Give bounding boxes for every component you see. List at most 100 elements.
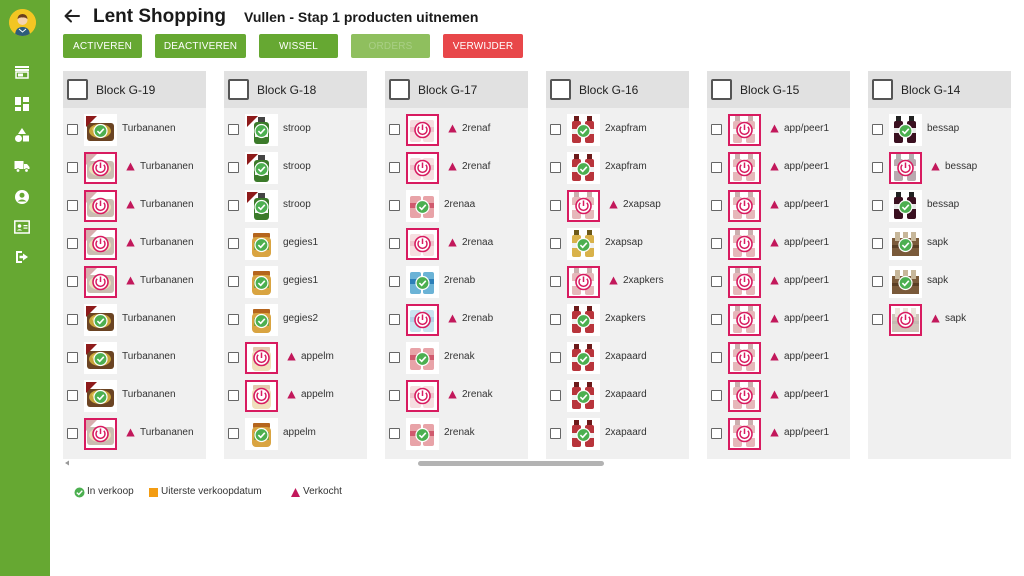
inactive-product-thumbnail[interactable] [567,266,600,298]
row-checkbox[interactable] [67,314,78,325]
product-thumbnail[interactable] [567,228,600,260]
row-checkbox[interactable] [389,428,400,439]
row-checkbox[interactable] [228,238,239,249]
block-select-checkbox[interactable] [550,79,571,100]
product-thumbnail[interactable] [567,114,600,146]
inactive-product-thumbnail[interactable] [406,228,439,260]
product-thumbnail[interactable] [567,342,600,374]
row-checkbox[interactable] [711,162,722,173]
row-checkbox[interactable] [389,390,400,401]
product-row[interactable]: 2renaa [385,226,528,262]
row-checkbox[interactable] [550,238,561,249]
product-row[interactable]: app/peer1 [707,226,850,262]
block-select-checkbox[interactable] [67,79,88,100]
logout-icon[interactable] [14,249,30,265]
product-row[interactable]: app/peer1 [707,112,850,148]
row-checkbox[interactable] [389,314,400,325]
row-checkbox[interactable] [389,162,400,173]
inactive-product-thumbnail[interactable] [728,418,761,450]
row-checkbox[interactable] [872,314,883,325]
product-row[interactable]: 2renaf [385,150,528,186]
product-row[interactable]: 2renaa [385,188,528,224]
product-row[interactable]: 2xapfram [546,112,689,148]
row-checkbox[interactable] [67,124,78,135]
block-select-checkbox[interactable] [389,79,410,100]
product-row[interactable]: gegies1 [224,264,367,300]
product-row[interactable]: Turbananen [63,378,206,414]
product-thumbnail[interactable] [84,380,117,412]
product-thumbnail[interactable] [406,190,439,222]
product-thumbnail[interactable] [245,266,278,298]
product-row[interactable]: Turbananen [63,226,206,262]
product-thumbnail[interactable] [245,190,278,222]
product-row[interactable]: 2renab [385,264,528,300]
product-row[interactable]: appelm [224,340,367,376]
product-thumbnail[interactable] [84,114,117,146]
inactive-product-thumbnail[interactable] [728,342,761,374]
inactive-product-thumbnail[interactable] [245,380,278,412]
back-arrow-icon[interactable] [63,7,81,25]
row-checkbox[interactable] [389,124,400,135]
inactive-product-thumbnail[interactable] [728,304,761,336]
row-checkbox[interactable] [550,428,561,439]
row-checkbox[interactable] [711,238,722,249]
row-checkbox[interactable] [389,200,400,211]
row-checkbox[interactable] [872,238,883,249]
row-checkbox[interactable] [67,162,78,173]
product-row[interactable]: 2xapaard [546,340,689,376]
row-checkbox[interactable] [67,352,78,363]
product-row[interactable]: 2renak [385,340,528,376]
product-row[interactable]: 2renaf [385,112,528,148]
row-checkbox[interactable] [550,162,561,173]
product-row[interactable]: sapk [868,264,1011,300]
product-row[interactable]: stroop [224,112,367,148]
row-checkbox[interactable] [550,314,561,325]
product-row[interactable]: 2renab [385,302,528,338]
row-checkbox[interactable] [550,390,561,401]
product-thumbnail[interactable] [245,114,278,146]
product-thumbnail[interactable] [889,190,922,222]
row-checkbox[interactable] [872,124,883,135]
inactive-product-thumbnail[interactable] [728,114,761,146]
delete-button[interactable]: VERWIJDER [443,34,523,58]
product-row[interactable]: appelm [224,378,367,414]
product-row[interactable]: app/peer1 [707,340,850,376]
product-row[interactable]: 2xapkers [546,302,689,338]
row-checkbox[interactable] [228,428,239,439]
product-thumbnail[interactable] [245,152,278,184]
row-checkbox[interactable] [872,200,883,211]
product-thumbnail[interactable] [889,228,922,260]
row-checkbox[interactable] [711,200,722,211]
contact-card-icon[interactable] [14,219,30,235]
product-thumbnail[interactable] [406,418,439,450]
product-thumbnail[interactable] [245,418,278,450]
account-circle-icon[interactable] [14,189,30,205]
inactive-product-thumbnail[interactable] [84,228,117,260]
product-thumbnail[interactable] [84,342,117,374]
inactive-product-thumbnail[interactable] [728,190,761,222]
inactive-product-thumbnail[interactable] [728,380,761,412]
dashboard-icon[interactable] [14,96,30,112]
block-select-checkbox[interactable] [228,79,249,100]
scroll-left-arrow-icon[interactable] [64,460,70,466]
product-thumbnail[interactable] [567,152,600,184]
product-row[interactable]: 2renak [385,416,528,452]
deactivate-button[interactable]: DEACTIVEREN [155,34,246,58]
product-row[interactable]: bessap [868,150,1011,186]
product-row[interactable]: Turbananen [63,150,206,186]
store-icon[interactable] [14,64,30,80]
row-checkbox[interactable] [389,352,400,363]
product-thumbnail[interactable] [406,342,439,374]
truck-icon[interactable] [14,158,30,174]
row-checkbox[interactable] [228,276,239,287]
inactive-product-thumbnail[interactable] [84,190,117,222]
product-row[interactable]: gegies1 [224,226,367,262]
product-row[interactable]: 2xapaard [546,416,689,452]
product-row[interactable]: Turbananen [63,302,206,338]
product-thumbnail[interactable] [567,380,600,412]
inactive-product-thumbnail[interactable] [406,114,439,146]
row-checkbox[interactable] [389,238,400,249]
block-select-checkbox[interactable] [711,79,732,100]
product-row[interactable]: sapk [868,226,1011,262]
inactive-product-thumbnail[interactable] [406,152,439,184]
